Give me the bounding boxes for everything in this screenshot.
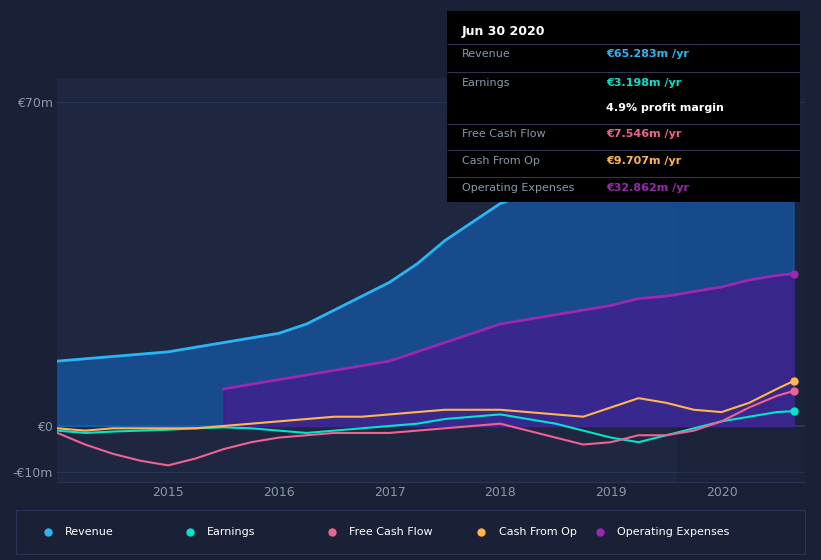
Text: €9.707m /yr: €9.707m /yr	[606, 156, 681, 166]
Text: Revenue: Revenue	[66, 527, 114, 537]
Text: Earnings: Earnings	[461, 78, 510, 88]
Text: Revenue: Revenue	[461, 49, 511, 59]
Text: Jun 30 2020: Jun 30 2020	[461, 25, 545, 38]
Text: Cash From Op: Cash From Op	[461, 156, 539, 166]
Text: Operating Expenses: Operating Expenses	[617, 527, 729, 537]
Text: Operating Expenses: Operating Expenses	[461, 183, 574, 193]
Text: 4.9% profit margin: 4.9% profit margin	[606, 102, 724, 113]
Text: Free Cash Flow: Free Cash Flow	[349, 527, 433, 537]
Bar	[677, 78, 805, 482]
Text: €3.198m /yr: €3.198m /yr	[606, 78, 681, 88]
Text: €32.862m /yr: €32.862m /yr	[606, 183, 690, 193]
Text: Free Cash Flow: Free Cash Flow	[461, 129, 545, 139]
Text: €65.283m /yr: €65.283m /yr	[606, 49, 689, 59]
Text: Cash From Op: Cash From Op	[499, 527, 576, 537]
Text: €7.546m /yr: €7.546m /yr	[606, 129, 681, 139]
Text: Earnings: Earnings	[207, 527, 255, 537]
